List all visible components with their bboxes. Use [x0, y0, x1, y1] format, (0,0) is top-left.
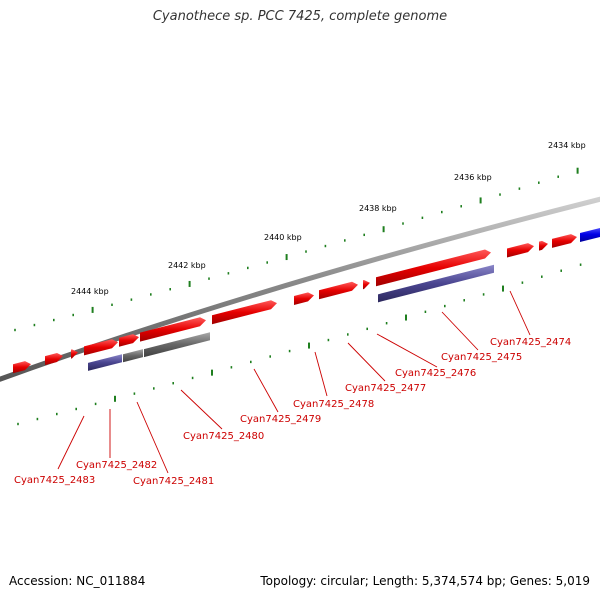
leader-line: [57, 415, 85, 470]
gene-label-2482: Cyan7425_2482: [76, 460, 157, 471]
gene-cyan7425-2480: [140, 317, 206, 342]
gene-cyan7425-2479: [212, 300, 277, 325]
gene-label-2478: Cyan7425_2478: [293, 399, 374, 410]
gene-cyan7425-2484: [13, 361, 31, 374]
gene-label-2481: Cyan7425_2481: [133, 476, 214, 487]
leader-line: [136, 401, 169, 474]
feature-cyan7425-2482: [123, 349, 143, 363]
scale-label-2444: 2444 kbp: [71, 287, 109, 296]
gene-label-2479: Cyan7425_2479: [240, 414, 321, 425]
scale-label-2438: 2438 kbp: [359, 204, 397, 213]
figure-title: Cyanothece sp. PCC 7425, complete genome: [152, 9, 448, 24]
gene-cyan7425-2483: [45, 353, 63, 366]
topology-text: Topology: circular; Length: 5,374,574 bp…: [260, 574, 590, 588]
scale-ticks-outer: [14, 167, 579, 332]
leader-lines: [57, 290, 531, 474]
gene-cyan7425-2482: [84, 339, 118, 356]
gene-label-2474: Cyan7425_2474: [490, 337, 571, 348]
scale-label-2442: 2442 kbp: [168, 261, 206, 270]
accession-text: Accession: NC_011884: [9, 574, 146, 588]
gene-small-1: [71, 349, 78, 359]
features: [13, 227, 600, 374]
gene-small-3: [539, 240, 548, 251]
feature-cyan7425-2475: [378, 264, 494, 303]
gene-small-2: [363, 279, 370, 290]
scale-label-2434: 2434 kbp: [548, 141, 586, 150]
scale-label-2436: 2436 kbp: [454, 173, 492, 182]
gene-cyan7425-2478: [294, 292, 314, 305]
gene-label-2476: Cyan7425_2476: [395, 368, 476, 379]
gene-label-2475: Cyan7425_2475: [441, 352, 522, 363]
leader-line: [347, 342, 386, 382]
leader-line: [314, 351, 328, 397]
feature-cyan7425-2483: [88, 354, 122, 371]
leader-line: [441, 311, 479, 351]
gene-label-2477: Cyan7425_2477: [345, 383, 426, 394]
leader-line: [253, 368, 279, 413]
gene-label-2483: Cyan7425_2483: [14, 475, 95, 486]
leader-line: [180, 389, 223, 430]
gene-cyan7425-2476: [376, 249, 491, 287]
gene-cyan7425-2481: [119, 334, 139, 347]
gene-blue-feature: [580, 227, 600, 243]
leader-line: [376, 333, 438, 368]
scale-label-2440: 2440 kbp: [264, 233, 302, 242]
gene-label-2480: Cyan7425_2480: [183, 431, 264, 442]
gene-cyan7425-2474: [507, 243, 534, 258]
gene-cyan7425-2473: [552, 234, 577, 248]
scale-ticks-inner: [17, 263, 582, 426]
leader-line: [509, 290, 531, 336]
feature-cyan7425-2481: [144, 332, 210, 358]
gene-cyan7425-2477: [319, 281, 358, 300]
